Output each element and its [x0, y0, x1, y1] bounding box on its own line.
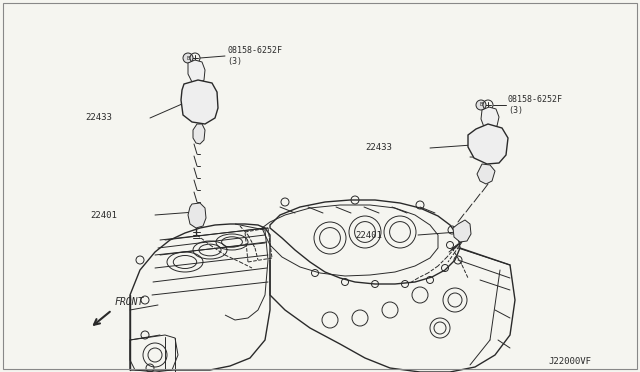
- Text: 22433: 22433: [365, 144, 392, 153]
- Text: B: B: [479, 103, 483, 108]
- Text: J22000VF: J22000VF: [548, 357, 591, 366]
- Circle shape: [183, 53, 193, 63]
- Circle shape: [476, 100, 486, 110]
- Text: 08158-6252F
(3): 08158-6252F (3): [508, 95, 563, 115]
- Text: 22401: 22401: [90, 211, 117, 219]
- Polygon shape: [468, 124, 508, 164]
- Text: 22401: 22401: [355, 231, 382, 240]
- Text: FRONT: FRONT: [115, 297, 145, 307]
- Polygon shape: [453, 220, 471, 242]
- Text: 22433: 22433: [85, 113, 112, 122]
- Polygon shape: [188, 60, 205, 84]
- Polygon shape: [181, 80, 218, 124]
- Polygon shape: [188, 203, 206, 228]
- Polygon shape: [193, 124, 205, 144]
- Polygon shape: [477, 164, 495, 184]
- Text: 08158-6252F
(3): 08158-6252F (3): [227, 46, 282, 66]
- Text: B: B: [186, 55, 189, 61]
- Polygon shape: [481, 107, 499, 129]
